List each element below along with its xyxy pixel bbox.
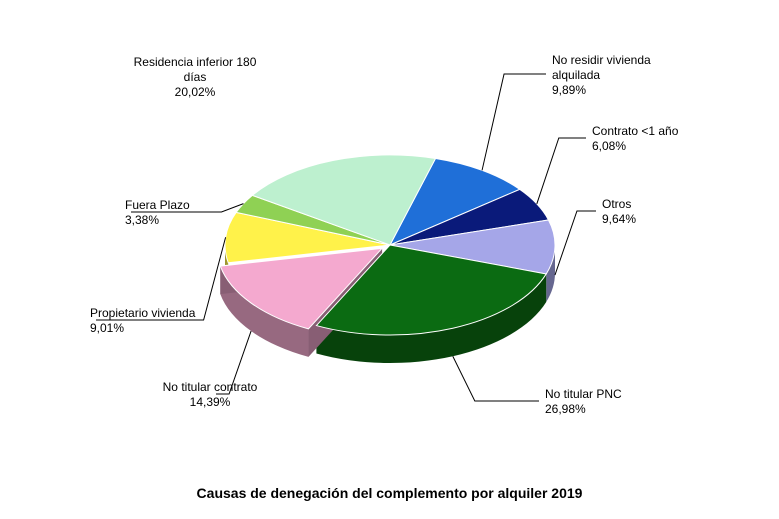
pie-chart-3d: Causas de denegación del complemento por… bbox=[0, 0, 779, 519]
leader-line bbox=[453, 356, 539, 401]
pie-slice-label: Fuera Plazo 3,38% bbox=[125, 198, 190, 228]
pie-slice-label: Residencia inferior 180 días 20,02% bbox=[134, 55, 257, 100]
leader-line bbox=[555, 211, 596, 275]
leader-line bbox=[482, 74, 546, 170]
pie-slice-label: No residir vivienda alquilada 9,89% bbox=[552, 53, 651, 98]
leader-line bbox=[537, 138, 586, 204]
chart-title: Causas de denegación del complemento por… bbox=[0, 485, 779, 501]
pie-chart-svg bbox=[0, 0, 779, 519]
pie-slice-label: Propietario vivienda 9,01% bbox=[90, 306, 195, 336]
pie-slice-label: Otros 9,64% bbox=[602, 197, 636, 227]
pie-slice-label: No titular PNC 26,98% bbox=[545, 387, 622, 417]
pie-slice-label: Contrato <1 año 6,08% bbox=[592, 124, 678, 154]
pie-slice-label: No titular contrato 14,39% bbox=[163, 380, 258, 410]
